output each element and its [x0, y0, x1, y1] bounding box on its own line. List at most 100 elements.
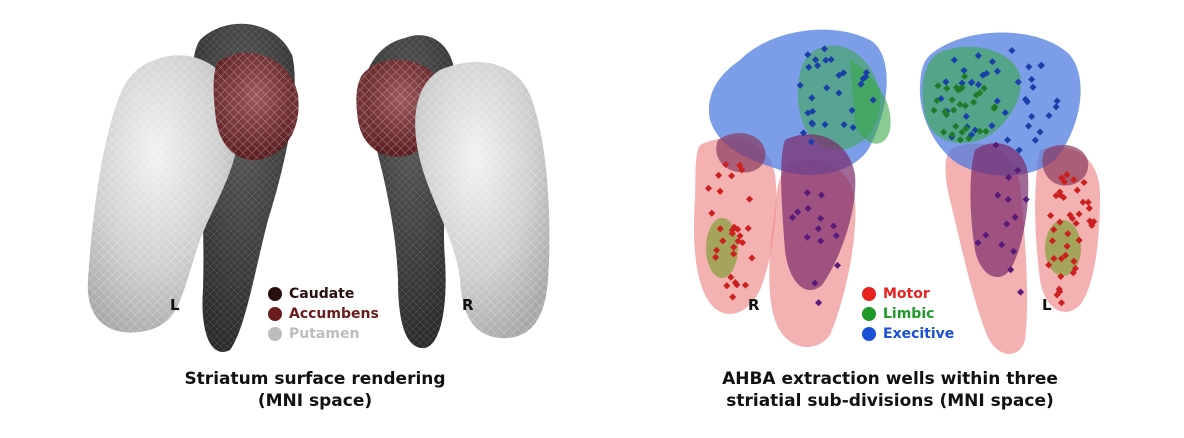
extraction-well-marker	[1057, 255, 1065, 263]
right-caption-line2: striatial sub-divisions (MNI space)	[726, 391, 1054, 411]
extraction-well-marker	[820, 45, 829, 53]
extraction-well-marker	[1015, 146, 1023, 154]
extraction-well-marker	[716, 225, 724, 233]
right-hemisphere-label-b: R	[748, 296, 760, 314]
extraction-well-marker	[734, 225, 742, 233]
extraction-well-marker	[745, 195, 754, 203]
legend-item-executive: Execitive	[862, 324, 954, 344]
subdivision-legend: Motor Limbic Execitive	[862, 284, 954, 344]
accumbens-swatch	[268, 307, 282, 321]
extraction-well-marker	[998, 241, 1006, 249]
extraction-well-marker	[1001, 109, 1009, 117]
extraction-well-marker	[719, 237, 727, 245]
extraction-well-marker	[741, 281, 750, 289]
striatum-surface-panel: L R Caudate Accumbens Putamen Striatum s…	[87, 23, 550, 412]
extraction-well-marker	[1025, 63, 1033, 71]
legend-item-limbic: Limbic	[862, 304, 954, 324]
extraction-well-marker	[869, 96, 877, 104]
extraction-well-marker	[1084, 198, 1092, 206]
extraction-well-marker	[962, 112, 970, 120]
extraction-well-marker	[974, 239, 982, 247]
legend-item-accumbens: Accumbens	[268, 304, 379, 324]
extraction-well-marker	[738, 239, 747, 247]
extraction-well-marker	[814, 225, 822, 233]
extraction-well-marker	[808, 120, 817, 128]
extraction-well-marker	[744, 224, 752, 232]
extraction-well-marker	[788, 213, 797, 222]
extraction-well-marker	[960, 66, 968, 75]
extraction-well-marker	[1064, 230, 1072, 238]
extraction-well-marker	[982, 231, 990, 239]
extraction-well-marker	[993, 97, 1001, 105]
extraction-well-marker	[833, 261, 842, 269]
striatal-subdivision-rendering	[693, 29, 1100, 354]
extraction-well-marker	[848, 106, 856, 114]
left-hemisphere-label: L	[170, 296, 180, 314]
legend-item-putamen: Putamen	[268, 324, 379, 344]
accumbens-overlap-b	[1042, 144, 1089, 186]
extraction-well-marker	[862, 68, 871, 77]
putamen-swatch	[268, 327, 282, 341]
extraction-well-marker	[976, 89, 984, 97]
extraction-well-marker	[1086, 217, 1094, 225]
extraction-well-marker	[1085, 204, 1093, 212]
extraction-well-marker	[974, 52, 982, 60]
left-hemisphere-label-b: L	[1042, 296, 1052, 314]
extraction-well-marker	[1050, 226, 1058, 234]
extraction-well-marker	[1005, 173, 1013, 181]
extraction-well-marker	[968, 78, 976, 86]
extraction-well-marker	[1017, 288, 1025, 296]
striatum-legend: Caudate Accumbens Putamen	[268, 284, 379, 344]
extraction-well-marker	[962, 124, 970, 133]
extraction-well-marker	[803, 233, 811, 241]
extraction-well-marker	[730, 243, 738, 251]
extraction-well-marker	[723, 282, 731, 290]
extraction-well-marker	[952, 122, 960, 130]
extraction-well-marker	[943, 84, 951, 92]
extraction-well-marker	[794, 208, 802, 216]
extraction-well-marker	[857, 80, 865, 88]
extraction-well-marker	[727, 273, 735, 281]
extraction-well-marker	[1003, 136, 1012, 144]
legend-item-caudate: Caudate	[268, 284, 379, 304]
left-caption: Striatum surface rendering (MNI space)	[120, 368, 510, 412]
caudate-overlap-b	[970, 143, 1029, 278]
extraction-well-marker	[1070, 176, 1078, 184]
legend-label-limbic: Limbic	[883, 306, 935, 322]
extraction-well-marker	[1057, 272, 1065, 281]
extraction-wells	[704, 45, 1098, 307]
striatum-surface-rendering	[87, 23, 550, 352]
extraction-well-marker	[982, 127, 990, 135]
caudate-overlap-a	[781, 134, 856, 291]
extraction-well-marker	[1011, 213, 1019, 221]
extraction-well-marker	[821, 120, 829, 129]
ahba-wells-panel: R L Motor Limbic Execitive AHBA extracti…	[600, 0, 1184, 438]
extraction-well-marker	[1056, 218, 1064, 226]
extraction-well-marker	[736, 161, 744, 169]
extraction-well-marker	[832, 232, 840, 240]
legend-label-executive: Execitive	[883, 326, 955, 342]
extraction-well-marker	[804, 204, 812, 212]
executive-swatch	[862, 327, 876, 341]
extraction-well-marker	[704, 184, 713, 192]
extraction-well-marker	[728, 226, 736, 234]
right-caption-line1: AHBA extraction wells within three	[722, 369, 1058, 389]
extraction-well-marker	[1014, 166, 1022, 174]
extraction-well-marker	[994, 191, 1002, 199]
extraction-well-marker	[965, 134, 973, 143]
legend-item-motor: Motor	[862, 284, 954, 304]
extraction-well-marker	[950, 56, 958, 64]
extraction-well-marker	[1058, 174, 1066, 182]
left-caption-line2: (MNI space)	[257, 391, 373, 411]
limbic-region-b	[850, 60, 891, 144]
legend-label-accumbens: Accumbens	[289, 306, 379, 322]
left-caption-line1: Striatum surface rendering	[184, 369, 446, 389]
extraction-well-marker	[1070, 257, 1078, 265]
extraction-well-marker	[807, 138, 815, 146]
legend-label-putamen: Putamen	[289, 326, 360, 342]
extraction-well-marker	[708, 209, 716, 217]
caudate-swatch	[268, 287, 282, 301]
extraction-well-marker	[839, 69, 848, 77]
extraction-well-marker	[942, 111, 951, 119]
extraction-well-marker	[948, 131, 956, 139]
